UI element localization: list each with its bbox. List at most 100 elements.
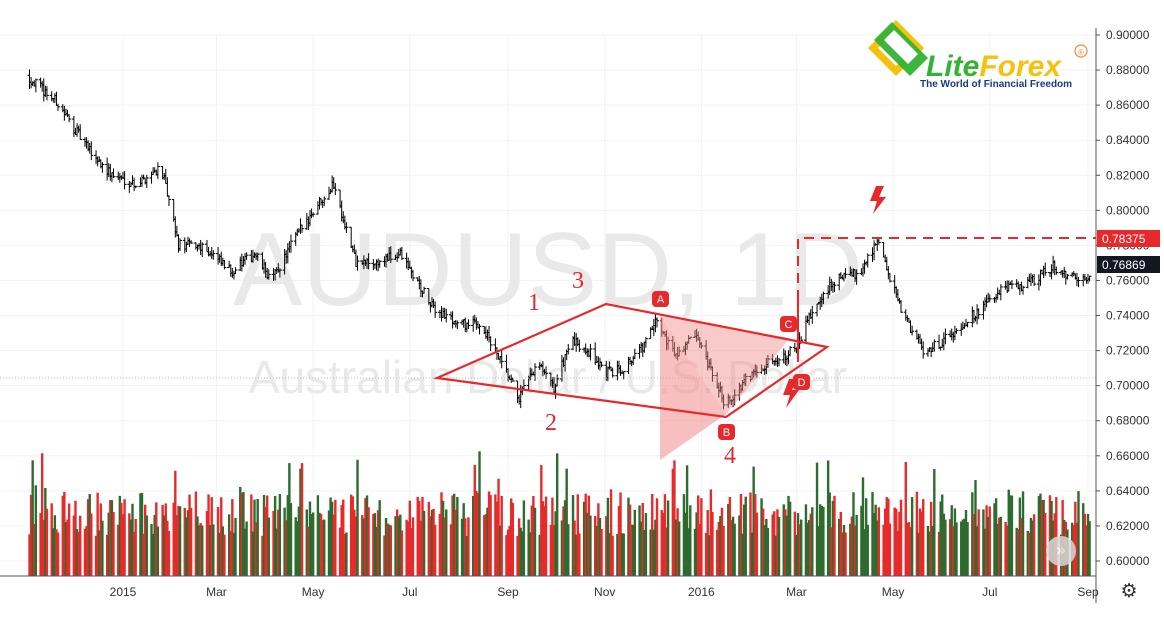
volume-bar xyxy=(486,507,489,576)
volume-bar xyxy=(500,495,503,576)
volume-bar xyxy=(985,505,988,576)
volume-bar xyxy=(467,517,470,576)
scroll-to-latest-button[interactable]: » xyxy=(1046,536,1076,566)
price-axis[interactable]: 0.90000 0.88000 0.86000 0.84000 0.82000 0.800… xyxy=(1095,28,1150,603)
volume-bar xyxy=(416,496,419,576)
volume-bar xyxy=(706,509,709,576)
volume-bar xyxy=(452,493,456,576)
volume-bar xyxy=(777,516,781,576)
volume-bar xyxy=(909,527,912,576)
volume-bar xyxy=(166,520,169,576)
volume-bar xyxy=(887,498,890,576)
volume-bar xyxy=(397,516,400,576)
volume-bar xyxy=(253,499,256,576)
volume-bar xyxy=(123,499,126,576)
volume-bar xyxy=(212,524,215,576)
volume-bar xyxy=(798,524,801,576)
y-tick-label: 0.72000 xyxy=(1106,344,1150,358)
volume-bar xyxy=(273,495,277,576)
volume-bar xyxy=(440,492,443,576)
volume-bar xyxy=(910,497,914,576)
volume-bar xyxy=(216,507,220,576)
volume-bar xyxy=(208,525,212,576)
volume-bar xyxy=(966,521,969,576)
volume-bar xyxy=(145,515,148,576)
volume-bar xyxy=(140,492,144,576)
volume-bar xyxy=(278,494,282,576)
volume-bar xyxy=(85,526,88,576)
volume-bar xyxy=(1044,512,1047,576)
volume-bar xyxy=(66,519,69,576)
volume-bar xyxy=(42,519,45,576)
volume-bar xyxy=(316,495,320,576)
volume-bar xyxy=(34,485,38,576)
volume-bar xyxy=(761,508,765,576)
volume-bar xyxy=(982,509,985,576)
volume-bar xyxy=(256,498,259,576)
volume-bar xyxy=(749,492,752,576)
volume-bar xyxy=(606,497,610,576)
volume-bar xyxy=(953,508,957,576)
volume-bar xyxy=(433,524,437,576)
settings-gear-icon[interactable]: ⚙ xyxy=(1120,580,1138,602)
volume-bar xyxy=(1026,530,1029,576)
volume-bar xyxy=(582,501,586,576)
x-tick-label: Mar xyxy=(786,585,807,599)
volume-bar xyxy=(793,511,797,576)
point-badge-c: C xyxy=(780,316,797,332)
volume-bar xyxy=(494,494,497,576)
volume-bar xyxy=(1010,495,1014,576)
volume-bar xyxy=(809,513,812,576)
volume-bar xyxy=(876,520,879,576)
volume-bar xyxy=(61,495,64,576)
volume-bar xyxy=(498,525,502,576)
volume-bar xyxy=(597,503,600,576)
volume-bar xyxy=(807,520,811,576)
svg-text:0.78375: 0.78375 xyxy=(1102,232,1146,246)
volume-bar xyxy=(378,500,381,576)
volume-bar xyxy=(495,501,499,576)
volume-bar xyxy=(907,522,911,576)
volume-bar xyxy=(1005,525,1009,576)
volume-bar xyxy=(1039,493,1042,576)
logo-registered-mark: ® xyxy=(1078,48,1084,57)
volume-bar xyxy=(944,519,947,576)
liteforex-logo: LiteForex ® The World of Financial Freed… xyxy=(868,20,1088,90)
volume-bar xyxy=(852,492,855,576)
volume-bar xyxy=(649,529,652,576)
volume-bar xyxy=(722,525,725,576)
volume-bar xyxy=(134,519,137,576)
volume-bar xyxy=(129,519,133,576)
volume-bar xyxy=(1004,521,1007,576)
volume-bar xyxy=(774,535,778,576)
volume-bar xyxy=(643,529,646,576)
volume-bar xyxy=(929,501,933,576)
volume-bar xyxy=(172,502,175,576)
volume-bar xyxy=(933,469,936,576)
volume-bar xyxy=(931,525,934,576)
volume-bar xyxy=(960,521,963,576)
volume-bar xyxy=(98,530,101,576)
volume-bar xyxy=(918,508,922,576)
volume-bar xyxy=(296,521,299,576)
volume-bar xyxy=(795,535,798,576)
volume-bar xyxy=(860,505,863,576)
volume-bar xyxy=(595,525,598,576)
volume-bar xyxy=(576,494,579,576)
volume-bar xyxy=(849,523,852,576)
volume-bar xyxy=(842,525,846,576)
volume-bar xyxy=(375,526,378,576)
volume-bar xyxy=(399,514,402,576)
volume-bar xyxy=(752,466,755,576)
time-axis[interactable]: 2015 Mar May Jul Sep Nov 2016 Mar May Jul Sep xyxy=(110,585,1099,599)
volume-bar xyxy=(665,527,668,576)
volume-bar xyxy=(698,523,701,576)
volume-bar xyxy=(153,514,156,576)
svg-text:D: D xyxy=(798,377,806,389)
volume-bar xyxy=(674,519,678,576)
volume-bar xyxy=(632,524,635,576)
volume-bar xyxy=(922,499,925,576)
volume-bar xyxy=(915,491,919,576)
volume-bar xyxy=(422,510,426,576)
